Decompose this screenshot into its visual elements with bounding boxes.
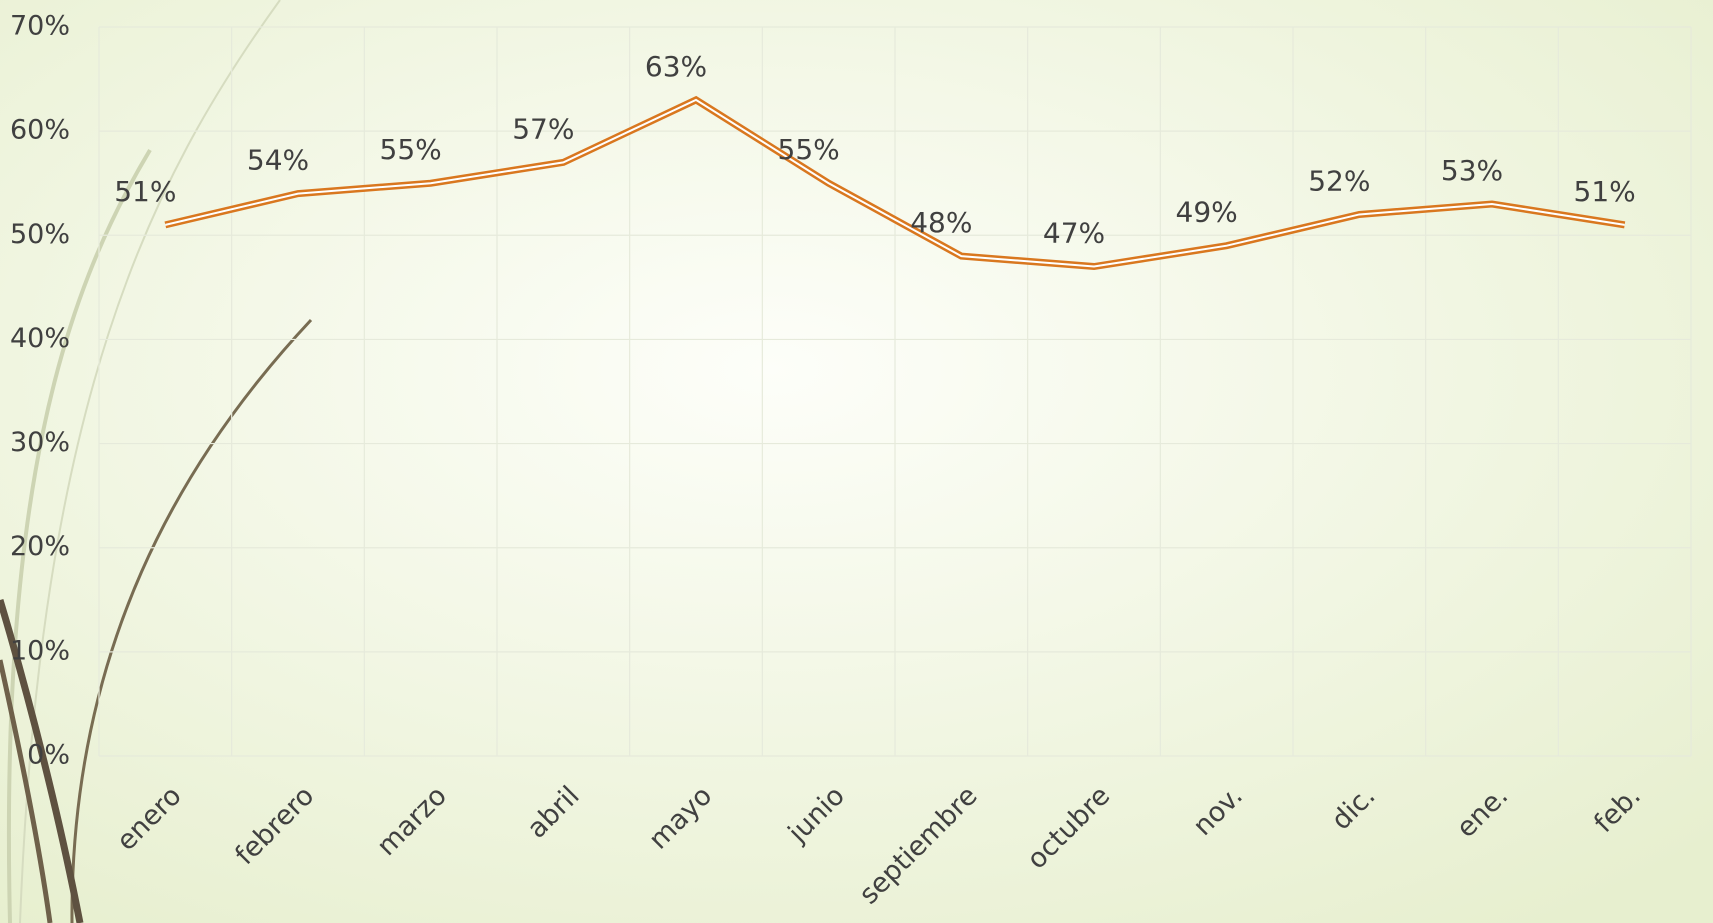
background bbox=[0, 0, 1713, 923]
y-tick-label: 60% bbox=[10, 115, 70, 146]
data-label: 49% bbox=[1176, 196, 1238, 229]
y-tick-label: 10% bbox=[10, 635, 70, 666]
data-label: 51% bbox=[1574, 175, 1636, 208]
y-tick-label: 0% bbox=[27, 740, 70, 771]
y-tick-label: 40% bbox=[10, 323, 70, 354]
data-label: 52% bbox=[1308, 164, 1370, 197]
y-tick-label: 70% bbox=[10, 11, 70, 42]
data-label: 54% bbox=[247, 144, 309, 177]
chart: 0%10%20%30%40%50%60%70%enerofebreromarzo… bbox=[0, 0, 1713, 923]
y-tick-label: 20% bbox=[10, 531, 70, 562]
data-label: 55% bbox=[778, 133, 840, 166]
data-label: 51% bbox=[114, 175, 176, 208]
data-label: 48% bbox=[910, 206, 972, 239]
data-label: 53% bbox=[1441, 154, 1503, 187]
y-tick-label: 50% bbox=[10, 219, 70, 250]
data-label: 55% bbox=[380, 133, 442, 166]
data-label: 47% bbox=[1043, 217, 1105, 250]
data-label: 57% bbox=[512, 112, 574, 145]
y-tick-label: 30% bbox=[10, 427, 70, 458]
data-label: 63% bbox=[645, 50, 707, 83]
